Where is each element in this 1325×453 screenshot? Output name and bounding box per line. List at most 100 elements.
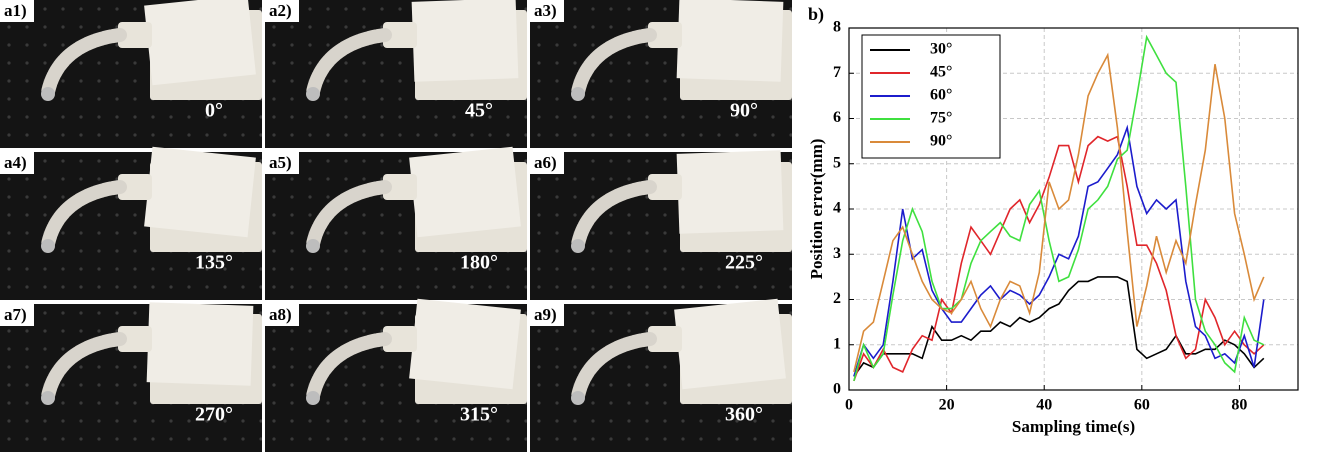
y-tick-label: 1 bbox=[833, 335, 841, 352]
label-box bbox=[0, 0, 34, 22]
panel-label: a3) bbox=[534, 1, 557, 20]
plot-frame bbox=[848, 27, 1299, 391]
mount bbox=[118, 174, 152, 200]
x-tick-label: 40 bbox=[1036, 397, 1052, 414]
angle-label: 45° bbox=[465, 100, 493, 122]
soft-arm bbox=[571, 180, 657, 251]
y-tick-label: 4 bbox=[833, 200, 841, 217]
arm-tip bbox=[571, 391, 585, 405]
actuator-plate bbox=[409, 298, 521, 390]
y-tick-label: 3 bbox=[833, 245, 841, 262]
mount bbox=[648, 22, 682, 48]
x-tick-label: 20 bbox=[939, 397, 955, 414]
legend-label: 30° bbox=[930, 41, 952, 58]
actuator-plate bbox=[411, 0, 519, 82]
photo-panel: a9) 360° bbox=[530, 298, 792, 452]
mount bbox=[383, 326, 417, 352]
soft-arm bbox=[41, 332, 127, 403]
label-box bbox=[530, 304, 564, 326]
panel-label: a2) bbox=[269, 1, 292, 20]
photo-panel: a8) 315° bbox=[265, 298, 527, 452]
legend-label: 60° bbox=[930, 87, 952, 104]
mount bbox=[648, 326, 682, 352]
arm-tip bbox=[306, 239, 320, 253]
actuator-plate bbox=[146, 302, 254, 386]
y-tick-label: 6 bbox=[833, 109, 841, 126]
panel-label: a7) bbox=[4, 305, 27, 324]
mount bbox=[648, 174, 682, 200]
y-tick-label: 8 bbox=[833, 19, 841, 36]
x-tick-label: 80 bbox=[1231, 397, 1247, 414]
mount bbox=[118, 22, 152, 48]
x-axis-label: Sampling time(s) bbox=[1012, 417, 1135, 436]
legend-label: 90° bbox=[930, 133, 952, 150]
arm-tip bbox=[41, 239, 55, 253]
photo-panel: a7) 270° bbox=[0, 302, 262, 452]
label-box bbox=[265, 0, 299, 22]
panel-label: a5) bbox=[269, 153, 292, 172]
angle-label: 0° bbox=[205, 100, 223, 122]
mount bbox=[383, 174, 417, 200]
actuator-plate bbox=[674, 298, 786, 390]
series-line bbox=[853, 52, 1265, 373]
angle-label: 90° bbox=[730, 100, 758, 122]
x-tick-label: 0 bbox=[845, 397, 853, 414]
mount bbox=[118, 326, 152, 352]
y-tick-label: 7 bbox=[833, 64, 841, 81]
legend-label: 45° bbox=[930, 64, 952, 81]
label-box bbox=[265, 304, 299, 326]
panel-label: a8) bbox=[269, 305, 292, 324]
y-tick-label: 2 bbox=[833, 290, 841, 307]
soft-arm bbox=[306, 332, 392, 403]
angle-label: 180° bbox=[460, 252, 498, 274]
series-line bbox=[853, 34, 1265, 382]
soft-arm bbox=[306, 180, 392, 251]
angle-label: 315° bbox=[460, 404, 498, 426]
angle-label: 225° bbox=[725, 252, 763, 274]
label-box bbox=[265, 152, 299, 174]
arm-tip bbox=[41, 87, 55, 101]
label-box bbox=[0, 152, 34, 174]
y-axis-label: Position error(mm) bbox=[807, 139, 826, 280]
photo-panel: a2) 45° bbox=[265, 0, 527, 148]
legend-label: 75° bbox=[930, 110, 952, 127]
series-line bbox=[853, 276, 1265, 377]
soft-arm bbox=[306, 28, 392, 99]
series-line bbox=[853, 124, 1265, 377]
y-tick-label: 5 bbox=[833, 154, 841, 171]
photo-panel: a4) 135° bbox=[0, 146, 262, 300]
panel-label: a9) bbox=[534, 305, 557, 324]
actuator-plate bbox=[144, 0, 256, 86]
photo-panel: a5) 180° bbox=[265, 146, 527, 300]
series-line bbox=[853, 135, 1265, 382]
angle-label: 360° bbox=[725, 404, 763, 426]
label-box bbox=[530, 0, 564, 22]
actuator-plate bbox=[676, 150, 784, 234]
arm-tip bbox=[306, 391, 320, 405]
panel-label: a4) bbox=[4, 153, 27, 172]
photo-panel: a1) 0° bbox=[0, 0, 262, 148]
actuator-plate bbox=[676, 0, 784, 82]
mount bbox=[383, 22, 417, 48]
photo-panel: a6) 225° bbox=[530, 150, 792, 300]
soft-arm bbox=[41, 180, 127, 251]
x-tick-label: 60 bbox=[1134, 397, 1150, 414]
label-box bbox=[530, 152, 564, 174]
y-tick-label: 0 bbox=[833, 381, 841, 398]
soft-arm bbox=[41, 28, 127, 99]
arm-tip bbox=[571, 87, 585, 101]
soft-arm bbox=[571, 28, 657, 99]
arm-tip bbox=[571, 239, 585, 253]
panel-label: a6) bbox=[534, 153, 557, 172]
label-box bbox=[0, 304, 34, 326]
angle-label: 135° bbox=[195, 252, 233, 274]
photo-panel: a3) 90° bbox=[530, 0, 792, 148]
actuator-plate bbox=[144, 146, 256, 238]
panel-label: a1) bbox=[4, 1, 27, 20]
soft-arm bbox=[571, 332, 657, 403]
arm-tip bbox=[306, 87, 320, 101]
actuator-plate bbox=[409, 146, 521, 238]
arm-tip bbox=[41, 391, 55, 405]
